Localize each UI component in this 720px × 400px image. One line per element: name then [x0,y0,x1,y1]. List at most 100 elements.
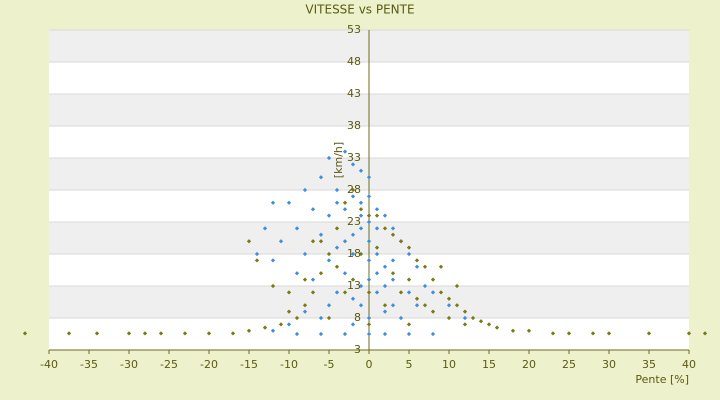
point [302,187,308,193]
point [358,283,364,289]
point [326,303,332,308]
point [358,168,364,173]
point [342,331,348,337]
point [470,315,476,321]
point [414,296,420,301]
point [294,315,300,321]
point [566,331,572,336]
point [390,258,396,263]
point [326,155,332,161]
point [550,331,556,336]
x-tick-label: 30 [602,358,616,371]
point [254,251,260,257]
point [270,283,276,289]
point [158,331,164,336]
point [310,207,316,212]
y-tick-label: 53 [347,23,361,36]
x-tick-label: 20 [522,358,536,371]
point [390,277,396,282]
point [246,239,252,244]
x-tick-label: 10 [442,358,456,371]
point [350,232,356,237]
point [366,315,372,321]
point [334,245,340,250]
point [486,322,492,327]
point [374,271,380,276]
point [374,226,380,231]
point [318,271,324,276]
point [318,239,324,244]
x-tick-label: 0 [366,358,373,371]
x-tick-label: -25 [160,358,178,371]
point [526,328,532,333]
point [326,315,332,321]
point [142,331,148,336]
point [454,283,460,289]
point [422,283,428,289]
point [382,213,388,218]
point [462,309,468,314]
point [430,277,436,282]
point [422,303,428,308]
point [326,213,332,218]
point [350,322,356,327]
point [406,290,412,295]
y-tick-label: 3 [354,343,361,356]
point [350,194,356,199]
point [382,264,388,269]
y-tick-label: 38 [347,119,361,132]
point [350,187,356,193]
point [318,175,324,180]
point [406,322,412,327]
point [310,277,316,282]
point [406,251,412,257]
point [206,331,212,336]
point [294,226,300,231]
y-tick-label: 23 [347,215,361,228]
y-tick-label: 33 [347,151,361,164]
point [302,251,308,257]
point [390,232,396,237]
point [278,322,284,327]
x-tick-label: 35 [642,358,656,371]
point [286,290,292,295]
point [390,303,396,308]
point [398,239,404,244]
point [310,239,316,244]
point [302,303,308,308]
point [358,207,364,212]
y-tick-label: 8 [354,311,361,324]
point [270,328,276,333]
point [278,239,284,244]
x-tick-label: -40 [40,358,58,371]
point [270,200,276,205]
point [342,200,348,205]
point [406,245,412,250]
chart-title: VITESSE vs PENTE [305,3,414,17]
point [374,213,380,218]
point [326,258,332,263]
point [686,331,692,336]
x-tick-label: -5 [324,358,335,371]
point [382,226,388,231]
point [462,315,468,321]
point [462,322,468,327]
point [334,187,340,193]
point [286,309,292,314]
point [350,296,356,301]
point [422,264,428,269]
point [334,264,340,269]
point [246,328,252,333]
point [318,315,324,321]
point [286,200,292,205]
point [446,303,452,308]
point [366,194,372,199]
point [374,245,380,250]
point [382,303,388,308]
x-tick-label: 15 [482,358,496,371]
point [294,271,300,276]
point [438,264,444,269]
point [606,331,612,336]
point [478,319,484,324]
